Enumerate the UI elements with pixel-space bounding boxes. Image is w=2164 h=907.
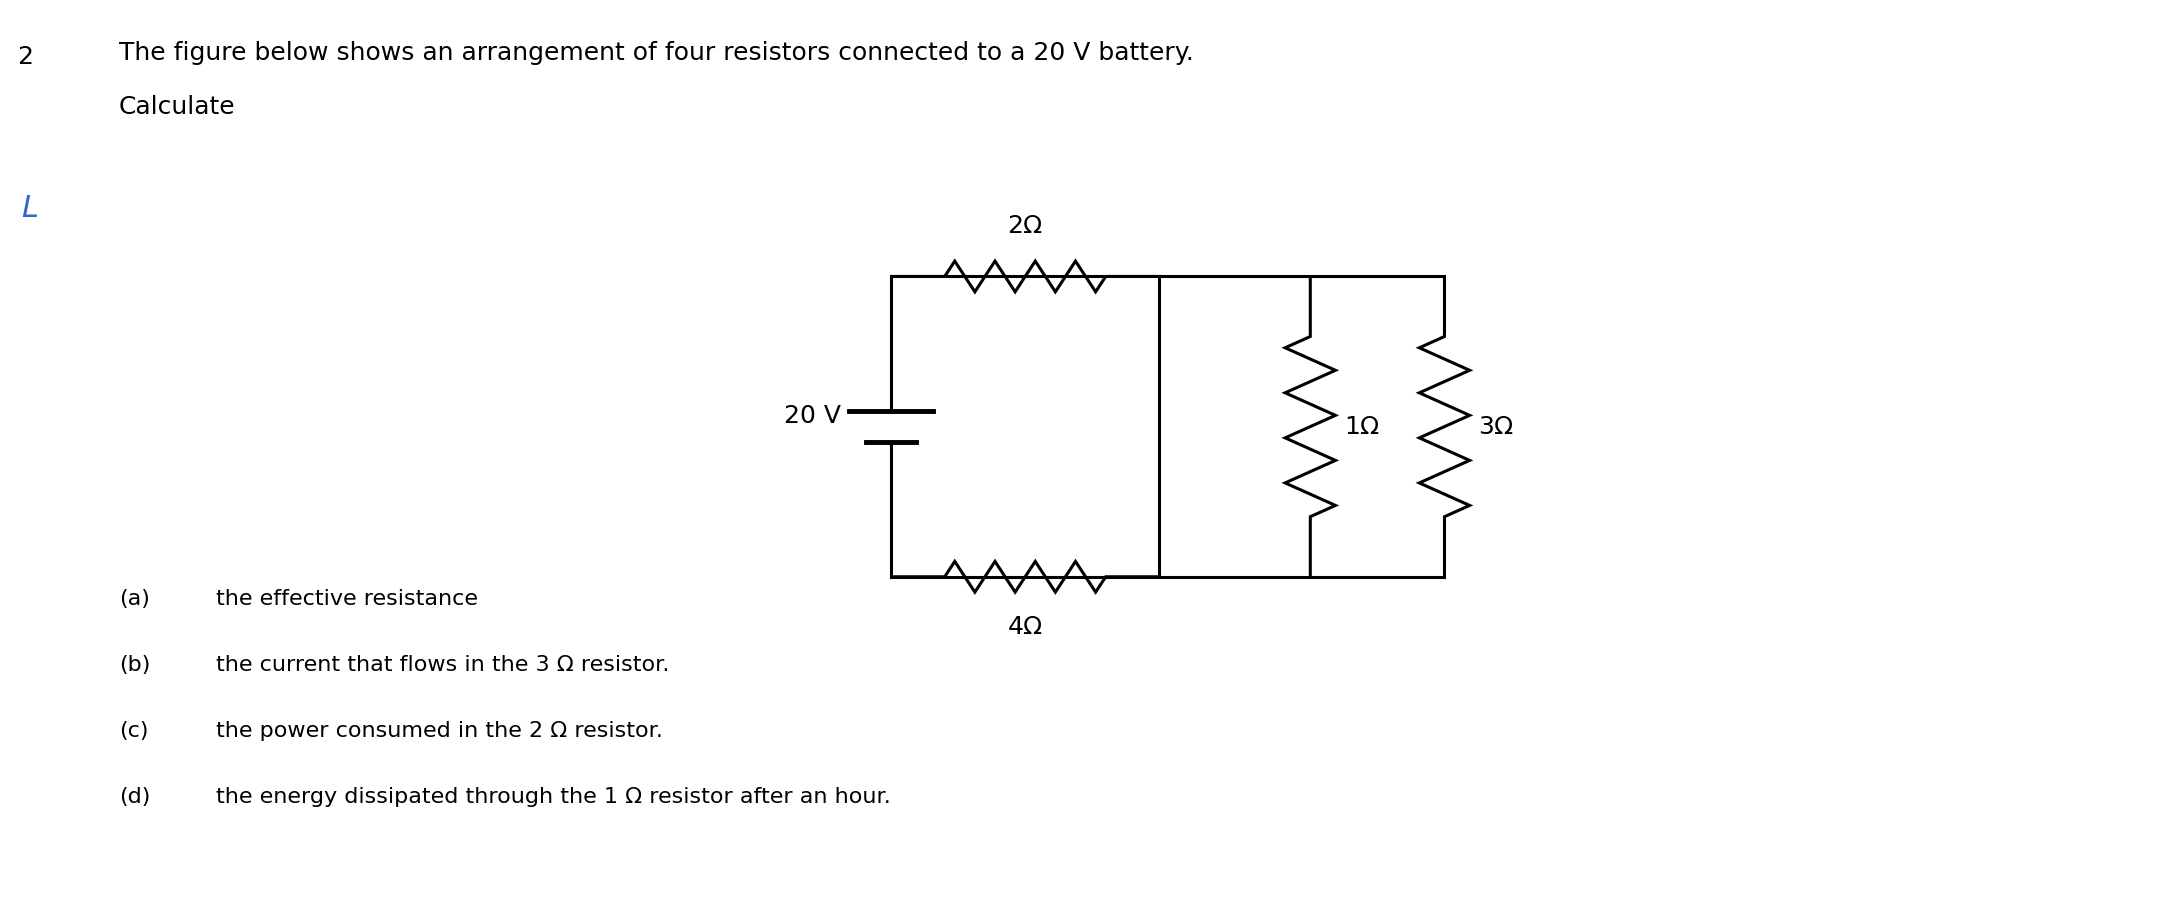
- Text: 3$\Omega$: 3$\Omega$: [1478, 414, 1515, 439]
- Text: the current that flows in the 3 Ω resistor.: the current that flows in the 3 Ω resist…: [216, 655, 671, 675]
- Text: (b): (b): [119, 655, 149, 675]
- Text: L: L: [22, 194, 39, 223]
- Text: the power consumed in the 2 Ω resistor.: the power consumed in the 2 Ω resistor.: [216, 721, 664, 741]
- Text: The figure below shows an arrangement of four resistors connected to a 20 V batt: The figure below shows an arrangement of…: [119, 41, 1195, 64]
- Text: 1$\Omega$: 1$\Omega$: [1344, 414, 1381, 439]
- Text: the effective resistance: the effective resistance: [216, 589, 478, 609]
- Text: (a): (a): [119, 589, 149, 609]
- Text: 2: 2: [17, 45, 32, 69]
- Text: the energy dissipated through the 1 Ω resistor after an hour.: the energy dissipated through the 1 Ω re…: [216, 787, 892, 807]
- Text: Calculate: Calculate: [119, 95, 236, 119]
- Text: (c): (c): [119, 721, 149, 741]
- Text: (d): (d): [119, 787, 149, 807]
- Text: 2$\Omega$: 2$\Omega$: [1006, 214, 1043, 238]
- Text: 20 V: 20 V: [783, 405, 840, 428]
- Text: 4$\Omega$: 4$\Omega$: [1006, 615, 1043, 639]
